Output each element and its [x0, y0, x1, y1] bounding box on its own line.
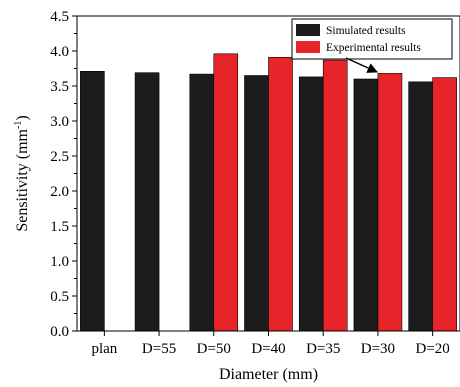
bar-experimental-d30	[377, 73, 403, 332]
x-tick-label: D=55	[142, 341, 176, 357]
legend: Simulated results Experimental results	[291, 18, 453, 60]
x-axis-ticks: plan D=55 D=50 D=40 D=35 D=30 D=20	[91, 331, 450, 357]
bars-group	[80, 53, 457, 332]
y-tick-label: 4.5	[50, 9, 69, 25]
legend-swatch-simulated	[296, 24, 320, 36]
y-axis-title: Sensitivity (mm-1)	[13, 115, 31, 231]
legend-swatch-experimental	[296, 41, 320, 53]
y-tick-label: 2.0	[50, 184, 69, 200]
y-tick-label: 3.5	[50, 79, 69, 95]
x-tick-label: D=40	[251, 341, 285, 357]
y-tick-label: 1.5	[50, 219, 69, 235]
annotation-arrow	[345, 57, 378, 73]
x-axis-title: Diameter (mm)	[219, 366, 318, 383]
legend-label-experimental: Experimental results	[326, 42, 421, 54]
bar-simulated-d55	[134, 72, 160, 332]
legend-label-simulated: Simulated results	[326, 25, 406, 37]
bar-experimental-d20	[432, 77, 457, 332]
bar-experimental-d40	[268, 56, 293, 332]
x-tick-label: D=30	[361, 341, 395, 357]
bar-experimental-d35	[322, 59, 348, 332]
y-tick-label: 4.0	[50, 44, 69, 60]
y-tick-label: 1.0	[50, 254, 69, 270]
y-axis-title-close: )	[14, 115, 31, 120]
y-axis-ticks: 0.0 0.5 1.0 1.5 2.0 2.5 3.0 3.5 4.0 4.5	[50, 9, 77, 340]
bar-simulated-d20	[408, 81, 433, 332]
bar-simulated-d35	[298, 76, 324, 332]
y-tick-label: 0.0	[50, 324, 69, 340]
x-tick-label: D=50	[197, 341, 231, 357]
x-tick-label: D=35	[306, 341, 340, 357]
bar-experimental-d50	[213, 53, 239, 332]
y-tick-label: 2.5	[50, 149, 69, 165]
bar-simulated-d40	[244, 75, 269, 332]
bar-simulated-d50	[189, 73, 215, 332]
bar-simulated-plan	[80, 71, 105, 332]
y-axis-title-main: Sensitivity (mm	[14, 128, 31, 231]
x-tick-label: plan	[91, 341, 117, 357]
bar-simulated-d30	[353, 78, 379, 332]
y-axis-title-superscript: -1	[13, 121, 24, 129]
x-tick-label: D=20	[415, 341, 449, 357]
plot-frame	[76, 15, 460, 332]
y-tick-label: 0.5	[50, 289, 69, 305]
y-tick-label: 3.0	[50, 114, 69, 130]
